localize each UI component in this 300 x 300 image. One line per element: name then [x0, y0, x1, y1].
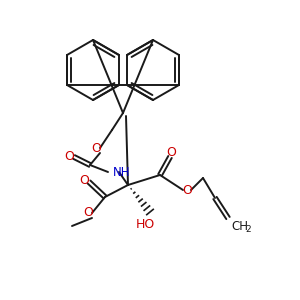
Text: O: O — [64, 149, 74, 163]
Text: 2: 2 — [245, 224, 250, 233]
Text: O: O — [83, 206, 93, 218]
Text: O: O — [91, 142, 101, 154]
Text: O: O — [79, 175, 89, 188]
Text: HO: HO — [135, 218, 154, 230]
Text: CH: CH — [231, 220, 248, 232]
Text: O: O — [182, 184, 192, 196]
Text: NH: NH — [113, 166, 130, 178]
Text: O: O — [166, 146, 176, 158]
